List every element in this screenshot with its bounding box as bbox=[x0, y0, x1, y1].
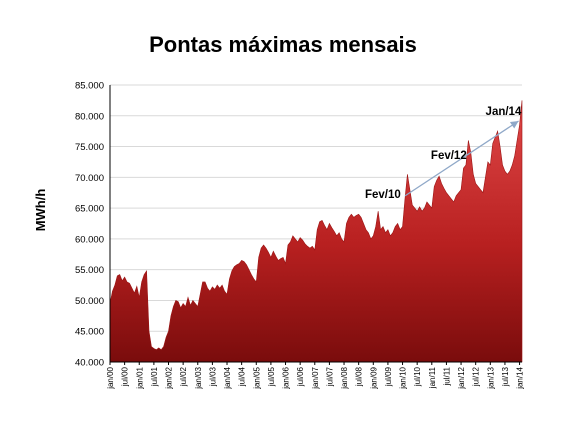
x-tick-label: jan/04 bbox=[223, 366, 232, 389]
x-tick-label: jul/02 bbox=[179, 366, 188, 387]
y-tick-label: 50.000 bbox=[75, 296, 104, 307]
chart-title: Pontas máximas mensais bbox=[149, 32, 417, 57]
x-tick-label: jul/00 bbox=[121, 366, 130, 387]
x-tick-label: jul/05 bbox=[267, 366, 276, 387]
x-tick-label: jul/01 bbox=[150, 366, 159, 387]
y-tick-label: 65.000 bbox=[75, 204, 104, 215]
x-tick-label: jul/13 bbox=[501, 366, 510, 387]
x-tick-label: jan/13 bbox=[486, 366, 495, 389]
x-tick-label: jan/09 bbox=[369, 366, 378, 389]
x-tick-label: jan/14 bbox=[516, 366, 525, 389]
y-axis-label: MWh/h bbox=[33, 189, 48, 232]
x-tick-label: jul/12 bbox=[472, 366, 481, 387]
x-tick-label: jul/03 bbox=[208, 366, 217, 387]
x-tick-label: jan/05 bbox=[252, 366, 261, 389]
y-tick-labels: 40.000 45.000 50.000 55.000 60.000 65.000 70.0… bbox=[75, 81, 104, 369]
x-tick-label: jul/11 bbox=[442, 366, 451, 386]
x-tick-label: jan/08 bbox=[340, 366, 349, 389]
series-area bbox=[109, 100, 523, 363]
x-tick-label: jan/12 bbox=[457, 366, 466, 389]
x-tick-label: jan/07 bbox=[311, 366, 320, 389]
annotation-label: Jan/14 bbox=[486, 106, 522, 118]
trend-arrow bbox=[404, 120, 519, 197]
x-tick-label: jan/06 bbox=[282, 366, 291, 389]
x-tick-label: jan/11 bbox=[428, 366, 437, 389]
y-tick-label: 45.000 bbox=[75, 327, 104, 338]
axes bbox=[109, 85, 522, 363]
y-tick-label: 70.000 bbox=[75, 173, 104, 184]
area-series bbox=[109, 100, 523, 363]
x-tick-label: jan/03 bbox=[194, 366, 203, 389]
x-tick-label: jul/10 bbox=[413, 366, 422, 387]
x-tick-label: jan/02 bbox=[165, 366, 174, 389]
annotations: Fev/10 Fev/12 Jan/14 bbox=[365, 106, 522, 201]
y-tick-label: 55.000 bbox=[75, 265, 104, 276]
y-tick-label: 60.000 bbox=[75, 234, 104, 245]
x-tick-label: jul/04 bbox=[238, 366, 247, 387]
annotation-label: Fev/12 bbox=[431, 150, 467, 162]
y-tick-label: 85.000 bbox=[75, 81, 104, 92]
grid-lines bbox=[110, 84, 522, 332]
y-tick-label: 80.000 bbox=[75, 111, 104, 122]
x-tick-label: jul/07 bbox=[325, 366, 334, 387]
y-tick-label: 75.000 bbox=[75, 142, 104, 153]
y-tick-label: 40.000 bbox=[75, 358, 104, 369]
x-tick-label: jul/08 bbox=[355, 366, 364, 387]
x-tick-label: jul/06 bbox=[296, 366, 305, 387]
x-tick-label: jan/10 bbox=[399, 366, 408, 389]
x-tick-label: jan/01 bbox=[135, 366, 144, 389]
x-tick-label: jul/09 bbox=[384, 366, 393, 387]
x-tick-label: jan/00 bbox=[106, 366, 115, 389]
x-tick-labels: jan/00 jul/00 jan/01 jul/01 jan/02 jul/02 jan/… bbox=[106, 362, 525, 390]
annotation-label: Fev/10 bbox=[365, 189, 401, 201]
